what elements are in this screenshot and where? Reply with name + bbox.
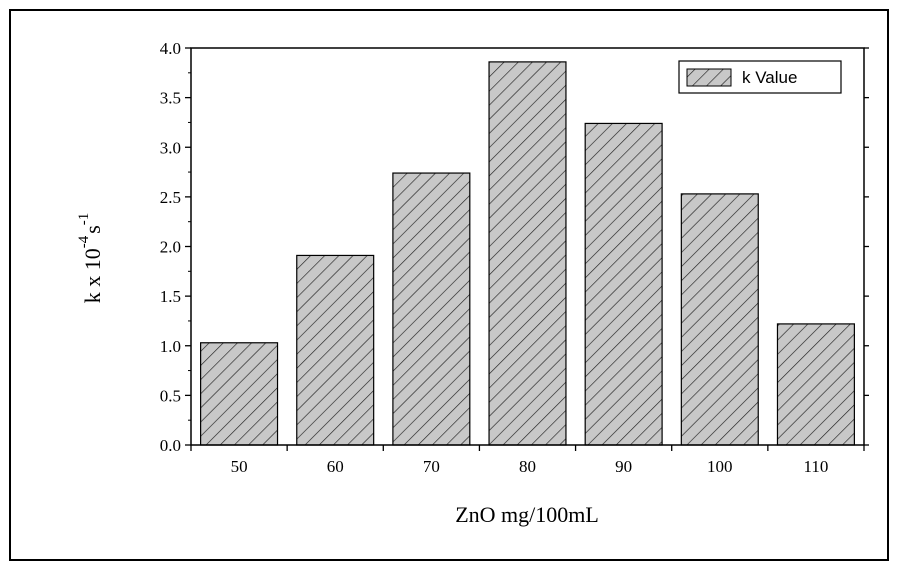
y-axis-title-unit: s: [80, 225, 105, 234]
y-axis-title-base: k x 10: [80, 248, 105, 303]
y-tick-label: 1.5: [160, 287, 181, 306]
y-axis-title: k x 10-4s-1: [76, 213, 105, 304]
x-tick-label: 70: [423, 457, 440, 476]
x-tick-label: 90: [615, 457, 632, 476]
bar-80: [489, 62, 566, 445]
bar-100: [681, 194, 758, 445]
y-tick-label: 3.0: [160, 138, 181, 157]
x-axis-ticks: 50 60 70 80 90 100 110: [191, 445, 864, 476]
x-tick-label: 100: [707, 457, 733, 476]
bar-110: [777, 324, 854, 445]
x-axis-title: ZnO mg/100mL: [455, 502, 599, 527]
bar-90: [585, 123, 662, 445]
y-tick-label: 1.0: [160, 337, 181, 356]
y-tick-label: 0.5: [160, 386, 181, 405]
svg-text:k x 10-4s-1: k x 10-4s-1: [76, 213, 105, 304]
y-tick-label: 3.5: [160, 89, 181, 108]
legend-label: k Value: [742, 68, 797, 87]
bar-group: [201, 62, 855, 445]
y-tick-label: 2.5: [160, 188, 181, 207]
legend-swatch: [687, 69, 731, 86]
legend: k Value: [679, 61, 841, 93]
bar-70: [393, 173, 470, 445]
x-tick-label: 50: [231, 457, 248, 476]
bar-60: [297, 255, 374, 445]
y-tick-label: 0.0: [160, 436, 181, 455]
y-axis-title-unit-exponent: -1: [76, 213, 92, 226]
y-axis-title-exponent: -4: [76, 235, 92, 248]
x-tick-label: 60: [327, 457, 344, 476]
bar-50: [201, 343, 278, 445]
y-tick-label: 2.0: [160, 238, 181, 257]
x-tick-label: 110: [803, 457, 828, 476]
x-tick-label: 80: [519, 457, 536, 476]
y-tick-label: 4.0: [160, 39, 181, 58]
